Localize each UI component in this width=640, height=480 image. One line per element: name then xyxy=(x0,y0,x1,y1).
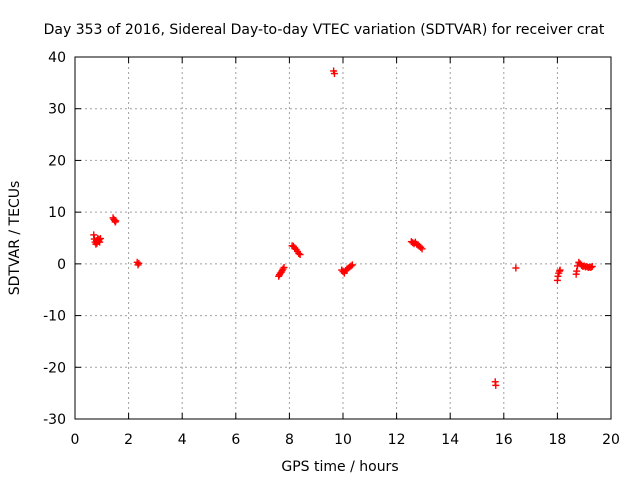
x-tick-label: 14 xyxy=(441,432,459,448)
data-point xyxy=(291,244,299,252)
y-axis-title: SDTVAR / TECUs xyxy=(7,181,23,296)
data-point xyxy=(96,235,104,243)
data-point xyxy=(573,267,581,275)
x-tick-label: 16 xyxy=(495,432,513,448)
x-tick-label: 10 xyxy=(334,432,352,448)
grid-lines xyxy=(75,57,611,419)
x-tick-label: 12 xyxy=(388,432,406,448)
y-tick-label: -20 xyxy=(43,360,66,376)
data-point xyxy=(295,250,303,258)
data-point xyxy=(588,262,596,270)
y-tick-label: -30 xyxy=(43,412,66,428)
x-tick-label: 0 xyxy=(71,432,80,448)
x-axis-title: GPS time / hours xyxy=(281,459,398,475)
data-point xyxy=(112,217,120,225)
x-tick-label: 6 xyxy=(231,432,240,448)
data-point xyxy=(556,266,564,274)
data-point xyxy=(296,251,304,259)
data-point xyxy=(492,381,500,389)
y-tick-label: 10 xyxy=(48,205,66,221)
data-point xyxy=(134,261,142,269)
data-point xyxy=(348,261,356,269)
data-point xyxy=(277,268,285,276)
data-point xyxy=(417,243,425,251)
data-point xyxy=(96,238,104,246)
x-tick-label: 8 xyxy=(285,432,294,448)
data-point xyxy=(347,262,355,270)
y-tick-label: 0 xyxy=(57,257,66,273)
y-tick-label: 30 xyxy=(48,102,66,118)
data-point xyxy=(512,264,520,272)
data-point xyxy=(279,265,287,273)
data-point xyxy=(418,245,426,253)
chart-title: Day 353 of 2016, Sidereal Day-to-day VTE… xyxy=(44,22,605,38)
y-tick-label: 20 xyxy=(48,153,66,169)
x-tick-label: 4 xyxy=(178,432,187,448)
data-point xyxy=(275,272,283,280)
y-tick-label: -10 xyxy=(43,309,66,325)
x-tick-label: 20 xyxy=(602,432,620,448)
data-point xyxy=(135,259,143,267)
data-point xyxy=(280,263,288,271)
data-points xyxy=(90,67,596,389)
data-point xyxy=(587,263,595,271)
x-tick-label: 18 xyxy=(548,432,566,448)
plot-frame xyxy=(74,56,612,420)
y-axis-tick-labels: -30 -20 -10 0 10 20 30 40 xyxy=(43,50,66,428)
x-axis-tick-labels: 0 2 4 6 8 10 12 14 16 18 20 xyxy=(71,432,620,448)
y-tick-label: 40 xyxy=(48,50,66,66)
x-tick-label: 2 xyxy=(124,432,133,448)
data-point xyxy=(330,70,338,78)
data-point xyxy=(554,272,562,280)
